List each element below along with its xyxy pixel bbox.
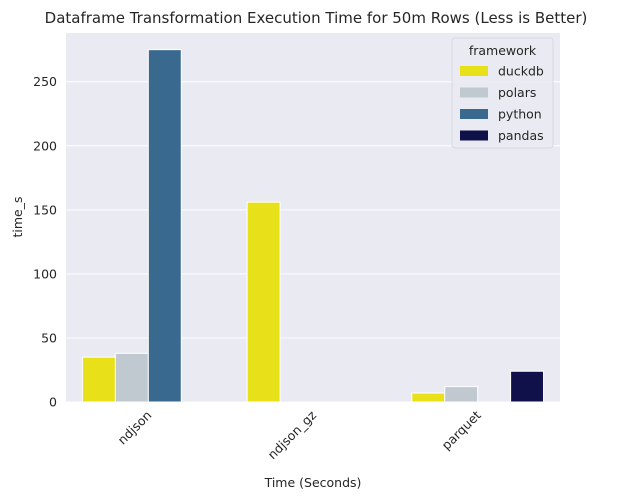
bar-python-ndjson — [147, 49, 182, 403]
x-axis-ticks: ndjson ndjson_gz parquet — [115, 407, 484, 462]
legend-label-python: python — [498, 107, 542, 122]
bar-polars-parquet — [444, 386, 479, 403]
legend-swatch-python — [460, 109, 488, 119]
bar-duckdb-ndjson — [81, 356, 116, 403]
legend-label-duckdb: duckdb — [498, 64, 544, 79]
bars — [81, 49, 545, 403]
y-tick-label: 250 — [33, 74, 57, 89]
x-tick-label: parquet — [439, 407, 484, 452]
legend-frame — [451, 37, 554, 149]
legend-swatch-duckdb — [460, 66, 488, 76]
y-axis-label: time_s — [10, 196, 25, 237]
legend-label-polars: polars — [498, 85, 536, 100]
bar-duckdb-parquet — [411, 392, 446, 403]
x-tick-label: ndjson — [115, 408, 155, 448]
legend-label-pandas: pandas — [498, 128, 544, 143]
y-tick-label: 150 — [33, 202, 57, 217]
legend-swatch-pandas — [460, 130, 488, 141]
legend-title: framework — [469, 43, 537, 58]
legend-swatch-polars — [460, 87, 488, 98]
x-axis-label: Time (Seconds) — [264, 475, 362, 490]
y-tick-label: 0 — [49, 395, 57, 410]
y-tick-label: 50 — [41, 330, 57, 345]
y-tick-label: 100 — [33, 266, 57, 281]
bar-polars-ndjson — [114, 352, 149, 403]
x-tick-label: ndjson_gz — [265, 407, 320, 462]
y-axis-ticks: 0 50 100 150 200 250 — [33, 74, 57, 409]
legend: framework duckdb polars python pandas — [451, 37, 554, 149]
y-tick-label: 200 — [33, 138, 57, 153]
bar-pandas-parquet — [510, 370, 545, 403]
chart-title: Dataframe Transformation Execution Time … — [45, 9, 588, 27]
bar-duckdb-ndjson_gz — [246, 201, 281, 403]
